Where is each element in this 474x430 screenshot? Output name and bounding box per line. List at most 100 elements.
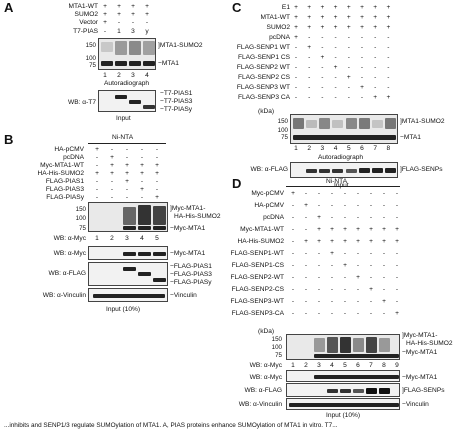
sign: -: [356, 262, 360, 269]
blot-band: [129, 41, 141, 55]
wb-label: WB: α-FLAG: [48, 270, 86, 277]
sign: +: [294, 34, 298, 41]
row-label: FLAG-SENP3-WT: [230, 298, 285, 305]
sign: +: [155, 194, 159, 201]
sign: -: [347, 44, 350, 51]
sign: +: [360, 4, 364, 11]
blot-band: [340, 389, 351, 393]
input-label: Input (10%): [106, 306, 141, 313]
sign: +: [125, 178, 129, 185]
row-label: Myc-MTA1-WT: [240, 226, 284, 233]
lane-number: 8: [382, 362, 386, 369]
sign: -: [291, 286, 295, 293]
sign: -: [304, 214, 308, 221]
sign: -: [95, 186, 99, 193]
lane-number: 8: [386, 145, 391, 152]
sign: -: [330, 286, 334, 293]
blot-band: [153, 226, 166, 230]
blot-band: [143, 41, 155, 55]
sign: -: [387, 74, 390, 81]
row-label: E1: [281, 4, 290, 11]
sign: +: [330, 226, 334, 233]
blot-band: [372, 168, 383, 173]
marker: 100: [85, 55, 96, 62]
lane-number: 1: [291, 362, 295, 369]
row-label: Myc-pCMV: [251, 190, 284, 197]
sign: -: [360, 54, 364, 61]
blot-band: [379, 388, 390, 394]
sign: 3: [131, 28, 135, 35]
row-label: FLAG-PIAS3: [45, 186, 84, 193]
blot-band: [319, 118, 330, 129]
figure-caption: ...inhibits and SENP1/3 regulate SUMOyla…: [4, 422, 338, 429]
blot-band: [353, 338, 364, 352]
right-label: −Myc-MTA1: [170, 225, 206, 232]
sign: -: [140, 146, 144, 153]
sign: +: [333, 14, 338, 21]
sign: -: [382, 310, 386, 317]
sign: -: [395, 250, 399, 257]
right-label: ]Myc-MTA1-: [402, 332, 438, 339]
right-label: −FLAG-PIAS3: [170, 271, 212, 278]
sign: -: [360, 44, 364, 51]
sign: -: [317, 250, 321, 257]
blot-band: [123, 252, 136, 256]
blot-band: [153, 206, 166, 225]
blot-band: [123, 226, 136, 230]
sign: +: [103, 19, 107, 26]
sign: -: [374, 54, 377, 61]
marker: 75: [79, 225, 86, 232]
row-label: FLAG-SENP2 CS: [237, 74, 290, 81]
sign: -: [347, 84, 350, 91]
sign: -: [334, 94, 337, 101]
sign: -: [321, 34, 324, 41]
blot-band: [289, 403, 399, 407]
blot-band: [153, 252, 166, 256]
blot-band: [372, 120, 383, 128]
wb-label: WB: α-FLAG: [244, 387, 282, 394]
sign: +: [330, 238, 334, 245]
row-label: SUMO2: [266, 24, 290, 31]
sign: -: [317, 310, 321, 317]
sign: -: [308, 74, 311, 81]
sign: -: [294, 84, 298, 91]
sign: +: [294, 14, 298, 21]
wb-vinculin-blot: [88, 288, 168, 302]
sign: -: [304, 226, 308, 233]
sign: -: [347, 64, 350, 71]
right-label: −Vinculin: [402, 401, 429, 408]
blot-band: [143, 61, 155, 66]
blot-band: [366, 388, 377, 394]
row-label: FLAG-SENP1 WT: [236, 44, 290, 51]
blot-band: [123, 267, 136, 271]
row-label: pcDNA: [63, 154, 84, 161]
sign: -: [95, 194, 99, 201]
sign: -: [395, 202, 399, 209]
sign: +: [307, 44, 312, 51]
blot-band: [138, 252, 151, 256]
sign: -: [334, 54, 337, 61]
sign: +: [356, 226, 360, 233]
sign: -: [308, 34, 311, 41]
sign: -: [382, 202, 386, 209]
sign: -: [103, 28, 107, 35]
sign: -: [343, 274, 347, 281]
marker: 100: [277, 127, 288, 134]
lane-number: 4: [330, 362, 334, 369]
right-label: ]FLAG-SENPs: [402, 387, 445, 394]
sign: -: [294, 94, 298, 101]
lane-number: 3: [125, 235, 129, 242]
wb-flag-blot: [290, 162, 398, 178]
lane-number: 1: [103, 72, 107, 79]
marker: 100: [75, 215, 86, 222]
lane-number: 2: [110, 235, 114, 242]
sign: +: [140, 162, 144, 169]
sign: +: [382, 298, 386, 305]
sign: -: [395, 214, 399, 221]
sign: -: [140, 154, 144, 161]
lane-number: 5: [155, 235, 159, 242]
sign: -: [155, 178, 159, 185]
sign: -: [382, 262, 386, 269]
blot-band: [346, 118, 357, 129]
sign: -: [155, 146, 159, 153]
